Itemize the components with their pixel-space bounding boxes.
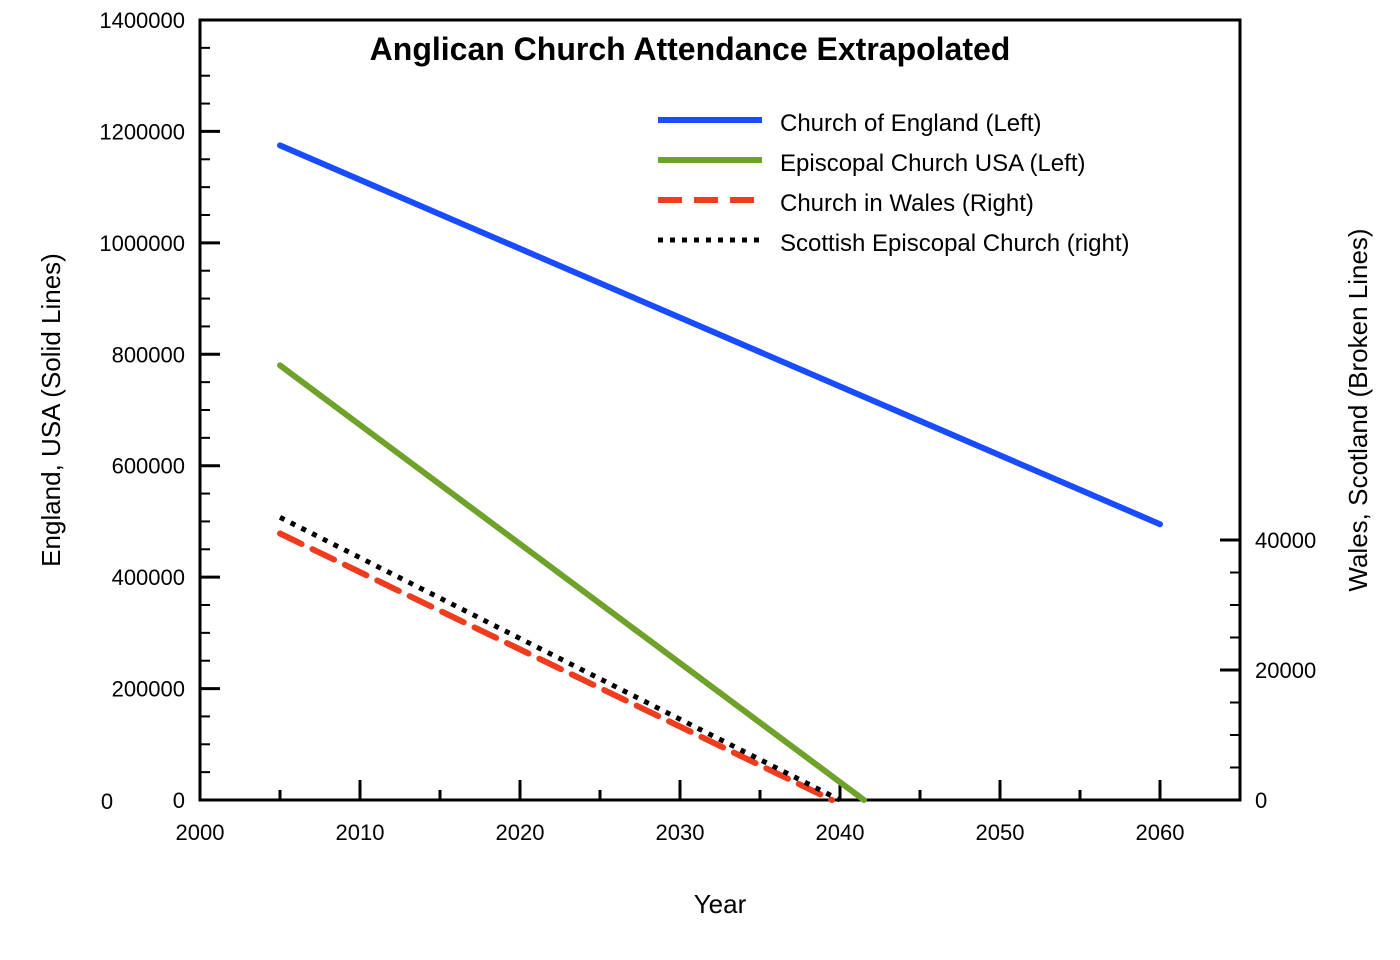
legend-label-wales: Church in Wales (Right) xyxy=(780,190,1034,217)
series-line-0 xyxy=(277,142,1163,528)
y-left-tick-label: 1000000 xyxy=(99,231,185,256)
y-right-tick-label: 40000 xyxy=(1255,528,1316,553)
y-axis-label-left: England, USA (Solid Lines) xyxy=(36,253,66,567)
y-left-tick-label: 600000 xyxy=(112,454,185,479)
y-left-tick-label: 400000 xyxy=(112,565,185,590)
series-line-2 xyxy=(277,530,835,803)
x-tick-label: 2000 xyxy=(176,820,225,845)
y-left-tick-label: 0 xyxy=(173,788,185,813)
x-tick-label: 2040 xyxy=(816,820,865,845)
series-line-1 xyxy=(277,362,867,803)
x-axis-label: Year xyxy=(694,889,747,919)
legend-label-england: Church of England (Left) xyxy=(780,110,1041,137)
legend: Church of England (Left) Episcopal Churc… xyxy=(658,110,1129,257)
y-left-tick-label: 1200000 xyxy=(99,119,185,144)
chart-title: Anglican Church Attendance Extrapolated xyxy=(370,31,1011,67)
plot-frame xyxy=(198,18,1242,802)
x-tick-label: 2010 xyxy=(336,820,385,845)
tick-marks xyxy=(198,18,1242,802)
y-left-tick-label: 1400000 xyxy=(99,8,185,33)
y-right-tick-label: 20000 xyxy=(1255,658,1316,683)
y-right-tick-label: 0 xyxy=(1255,788,1267,813)
x-tick-label: 2030 xyxy=(656,820,705,845)
series-line-3 xyxy=(278,515,842,803)
legend-label-usa: Episcopal Church USA (Left) xyxy=(780,150,1085,177)
origin-label: 0 xyxy=(101,789,113,814)
x-tick-label: 2020 xyxy=(496,820,545,845)
y-left-tick-label: 800000 xyxy=(112,342,185,367)
x-tick-label: 2060 xyxy=(1136,820,1185,845)
y-axis-label-right: Wales, Scotland (Broken Lines) xyxy=(1343,228,1373,591)
series-lines xyxy=(277,142,1163,803)
y-left-tick-label: 200000 xyxy=(112,677,185,702)
tick-labels: 2000 2010 2020 2030 2040 2050 2060020000040000… xyxy=(99,8,1316,845)
x-tick-label: 2050 xyxy=(976,820,1025,845)
legend-label-scotland: Scottish Episcopal Church (right) xyxy=(780,230,1129,257)
